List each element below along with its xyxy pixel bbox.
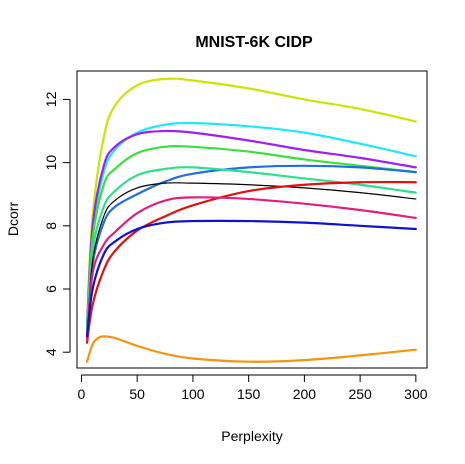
- series-line-10: [87, 221, 416, 337]
- y-tick-label: 4: [43, 348, 59, 356]
- x-tick-label: 300: [404, 386, 428, 402]
- series-line-4: [87, 146, 416, 330]
- x-tick-label: 150: [237, 386, 261, 402]
- series-line-8: [87, 182, 416, 343]
- x-axis-label: Perplexity: [221, 428, 282, 444]
- series-line-11: [87, 336, 416, 361]
- y-tick-label: 6: [43, 285, 59, 293]
- y-axis-label: Dcorr: [5, 202, 21, 237]
- x-tick-label: 100: [181, 386, 205, 402]
- x-tick-label: 0: [78, 386, 86, 402]
- series-group: [87, 79, 416, 362]
- x-tick-label: 200: [293, 386, 317, 402]
- chart-title: MNIST-6K CIDP: [195, 34, 313, 51]
- y-tick-label: 12: [43, 91, 59, 107]
- series-line-7: [87, 183, 416, 337]
- series-line-6: [87, 167, 416, 333]
- x-tick-label: 250: [348, 386, 372, 402]
- x-tick-label: 50: [129, 386, 145, 402]
- y-axis: 4 6 8 10 12: [43, 91, 70, 356]
- x-axis: 0 50 100 150 200 250 300: [78, 375, 428, 402]
- series-line-9: [87, 197, 416, 339]
- y-tick-label: 8: [43, 222, 59, 230]
- y-tick-label: 10: [43, 155, 59, 171]
